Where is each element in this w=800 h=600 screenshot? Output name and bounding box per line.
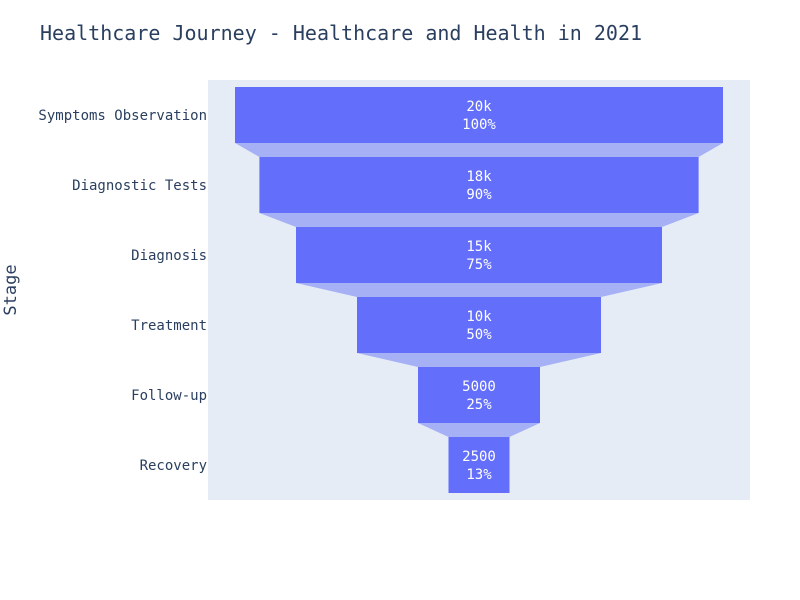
funnel-bar: [259, 157, 699, 213]
bar-value-label: 20k: [466, 99, 492, 115]
funnel-bar: [418, 367, 540, 423]
funnel-connectors: [235, 143, 723, 437]
bar-value-label: 15k: [466, 239, 492, 255]
stage-label: Recovery: [140, 458, 207, 474]
bar-value-labels: 20k 100% 18k 90% 15k 75% 10k 50% 5000 25% 2500 13%: [462, 99, 496, 483]
funnel-bar: [448, 437, 510, 493]
bar-percent-label: 100%: [462, 117, 496, 133]
funnel-bar: [296, 227, 662, 283]
bar-percent-label: 75%: [466, 257, 492, 273]
bar-percent-label: 25%: [466, 397, 492, 413]
chart-title: Healthcare Journey - Healthcare and Heal…: [40, 21, 642, 45]
funnel-connector: [357, 353, 601, 367]
bar-value-label: 2500: [462, 449, 496, 465]
bar-percent-label: 13%: [466, 467, 492, 483]
stage-label: Follow-up: [131, 388, 207, 404]
funnel-bars: [235, 87, 723, 493]
funnel-connector: [296, 283, 662, 297]
stage-labels: Symptoms Observation Diagnostic Tests Diag…: [38, 108, 207, 474]
funnel-connector: [259, 213, 699, 227]
stage-label: Diagnostic Tests: [72, 178, 207, 194]
stage-label: Diagnosis: [131, 248, 207, 264]
bar-percent-label: 90%: [466, 187, 492, 203]
funnel-bar: [235, 87, 723, 143]
y-axis-title: Stage: [1, 264, 21, 315]
bar-percent-label: 50%: [466, 327, 492, 343]
funnel-bar: [357, 297, 601, 353]
stage-label: Treatment: [131, 318, 207, 334]
bar-value-label: 5000: [462, 379, 496, 395]
bar-value-label: 18k: [466, 169, 492, 185]
stage-label: Symptoms Observation: [38, 108, 207, 124]
funnel-connector: [418, 423, 540, 437]
funnel-connector: [235, 143, 723, 157]
bar-value-label: 10k: [466, 309, 492, 325]
